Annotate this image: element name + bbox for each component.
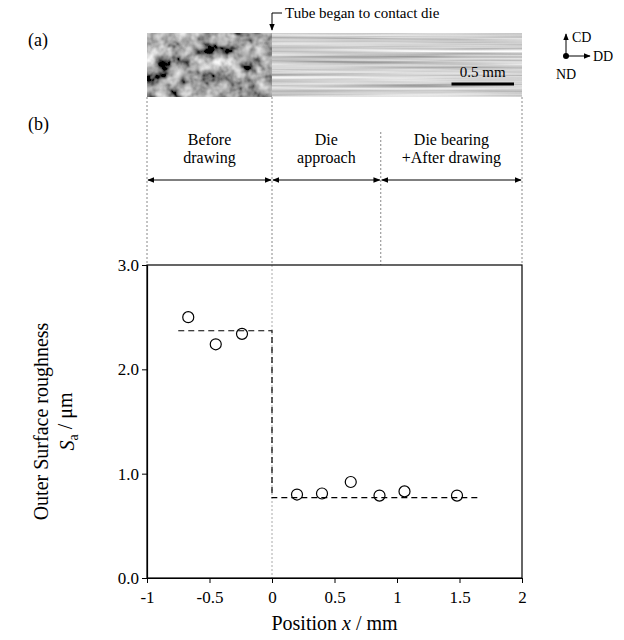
annotation-arrow	[272, 13, 282, 30]
x-tick-label: 1	[393, 588, 402, 607]
region-label: Die	[315, 131, 338, 148]
text-part: x	[341, 612, 356, 634]
plot-data	[178, 312, 478, 501]
direction-arrow	[566, 34, 567, 56]
region-label: approach	[297, 149, 356, 167]
data-point	[292, 489, 303, 500]
text-part: mm	[366, 612, 398, 634]
text-part: Surface	[30, 404, 52, 470]
x-tick-mark	[335, 578, 336, 583]
y-tick: 2.0	[118, 360, 147, 379]
x-tick-mark	[460, 578, 461, 583]
region-boundary	[522, 97, 523, 265]
x-tick-mark	[272, 578, 273, 583]
x-tick: 2	[518, 578, 527, 607]
text-part: Position	[271, 612, 342, 634]
region-label: Before	[188, 131, 232, 148]
y-axis: 0.0 1.0 2.0 3.0	[118, 256, 148, 588]
figure: (a) (b) Tube began to contact die CDDD ND 0.5…	[0, 0, 624, 640]
panel-label: (a)	[28, 30, 48, 51]
data-point	[374, 490, 385, 501]
y-axis-line	[147, 266, 148, 579]
direction-label: DD	[593, 49, 613, 64]
x-tick-mark	[210, 578, 211, 583]
text-part: roughness	[30, 322, 53, 403]
region-boundary	[380, 132, 381, 265]
y-tick-label: 2.0	[118, 360, 139, 379]
region-label: Die bearing	[414, 131, 489, 149]
x-tick: -0.5	[197, 578, 224, 607]
data-point	[452, 490, 463, 501]
x-tick: 1	[393, 578, 402, 607]
x-tick: 0.5	[324, 578, 345, 607]
x-tick: 1.5	[449, 578, 470, 607]
micrograph-smooth	[272, 33, 522, 97]
x-tick-label: -0.5	[197, 588, 224, 607]
y-tick: 0.0	[118, 569, 147, 588]
x-tick-label: 1.5	[449, 588, 470, 607]
scale-bar-label: 0.5 mm	[460, 64, 506, 80]
x-tick-label: 0.5	[324, 588, 345, 607]
annotation: Tube began to contact die	[285, 5, 440, 21]
mean-line	[178, 331, 478, 498]
x-tick: -1	[140, 578, 154, 607]
plot-frame	[147, 265, 522, 578]
scale-bar	[452, 83, 515, 86]
data-point	[237, 328, 248, 339]
y-tick-mark	[142, 265, 147, 266]
y-tick-mark	[142, 474, 147, 475]
y-tick-label: 0.0	[118, 569, 139, 588]
region-arrow	[148, 180, 271, 181]
x-tick-label: 2	[518, 588, 527, 607]
x-axis: -1 -0.5 0 0.5 1 1.5 2	[140, 578, 526, 607]
data-point	[399, 486, 410, 497]
data-point	[183, 312, 194, 323]
region-arrow	[273, 180, 380, 181]
region-boundary	[147, 97, 148, 265]
region-label: drawing	[183, 149, 235, 167]
region-arrow	[382, 180, 521, 181]
data-point	[210, 339, 221, 350]
x-tick-mark	[147, 578, 148, 583]
text-part: Outer	[30, 470, 52, 521]
y-tick-mark	[142, 578, 147, 579]
micrograph-rough	[147, 33, 272, 97]
text-part: μm	[54, 392, 77, 419]
panel-label: (b)	[28, 114, 49, 135]
text-part: S	[56, 441, 78, 451]
x-tick-mark	[397, 578, 398, 583]
x-axis-title: Position x / mm	[271, 612, 398, 634]
y-tick: 1.0	[118, 465, 147, 484]
direction-dot	[563, 53, 569, 59]
y-tick-label: 3.0	[118, 256, 139, 275]
text-part: /	[356, 612, 367, 634]
x-tick-label: 0	[268, 588, 277, 607]
y-tick-label: 1.0	[118, 465, 139, 484]
y-axis-title: Sa / μm	[54, 392, 81, 451]
text-part: /	[54, 419, 76, 430]
x-tick-mark	[522, 578, 523, 583]
direction-arrow	[566, 56, 590, 57]
direction-label: ND	[556, 67, 576, 82]
x-tick-label: -1	[140, 588, 154, 607]
region-label: +After drawing	[402, 149, 501, 167]
data-point	[345, 477, 356, 488]
region-boundary	[272, 97, 273, 265]
x-tick: 0	[268, 578, 277, 607]
y-axis-title: Outer Surface roughness	[30, 322, 53, 520]
y-tick-mark	[142, 369, 147, 370]
y-tick: 3.0	[118, 256, 147, 275]
direction-label: CD	[572, 30, 591, 45]
